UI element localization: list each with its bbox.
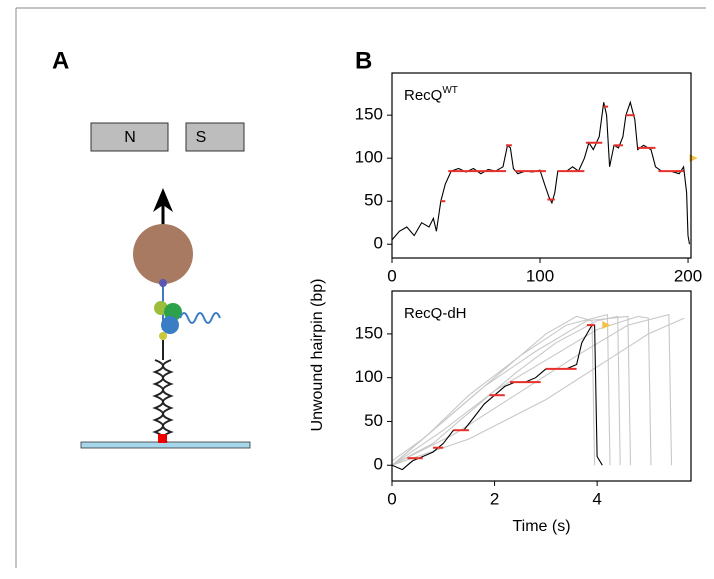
y-tick-label: 100 (355, 148, 383, 167)
protein (161, 316, 179, 334)
y-axis-label: Unwound hairpin (bp) (309, 279, 326, 432)
title-text: RecQ (404, 87, 442, 104)
trace (392, 313, 673, 466)
panel-label: A (52, 47, 69, 74)
y-tick-label: 0 (374, 234, 383, 253)
diagram: N S (80, 122, 251, 449)
plot (392, 313, 685, 471)
protein (159, 332, 167, 340)
protein (159, 279, 167, 287)
x-tick-label: 200 (674, 266, 702, 285)
x-tick-label: 0 (387, 266, 396, 285)
ssdna (179, 312, 221, 324)
y-tick-label: 150 (355, 105, 383, 124)
helix (162, 359, 174, 445)
chart-title: RecQ-dH (404, 305, 467, 322)
arrow-head (153, 188, 173, 212)
plot-frame (391, 290, 692, 482)
magnet-label: S (196, 129, 207, 146)
trace (392, 317, 685, 466)
trace (392, 315, 652, 466)
y-tick-label: 150 (355, 323, 383, 342)
y-tick-label: 50 (364, 411, 383, 430)
trace (392, 100, 691, 245)
y-tick-label: 50 (364, 191, 383, 210)
x-tick-label: 100 (526, 266, 554, 285)
plot (392, 100, 691, 245)
y-tick-label: 100 (355, 367, 383, 386)
panel-label: B (355, 47, 372, 74)
y-tick-label: 0 (374, 455, 383, 474)
x-tick-label: 0 (387, 489, 396, 508)
title-text: RecQ-dH (404, 305, 467, 322)
trace (392, 315, 632, 466)
end-marker (602, 321, 611, 330)
trace (392, 313, 611, 466)
magnet-label: N (124, 129, 136, 146)
chart-title: RecQWT (404, 85, 458, 104)
x-tick-label: 4 (592, 489, 601, 508)
trace (392, 315, 621, 466)
x-tick-label: 2 (490, 489, 499, 508)
plot-frame (391, 72, 692, 259)
x-axis-label: Time (s) (512, 518, 570, 535)
bead (133, 224, 193, 284)
magnet (185, 122, 245, 152)
magnet (90, 122, 169, 152)
title-sup: WT (442, 85, 458, 96)
anchor (158, 434, 167, 443)
